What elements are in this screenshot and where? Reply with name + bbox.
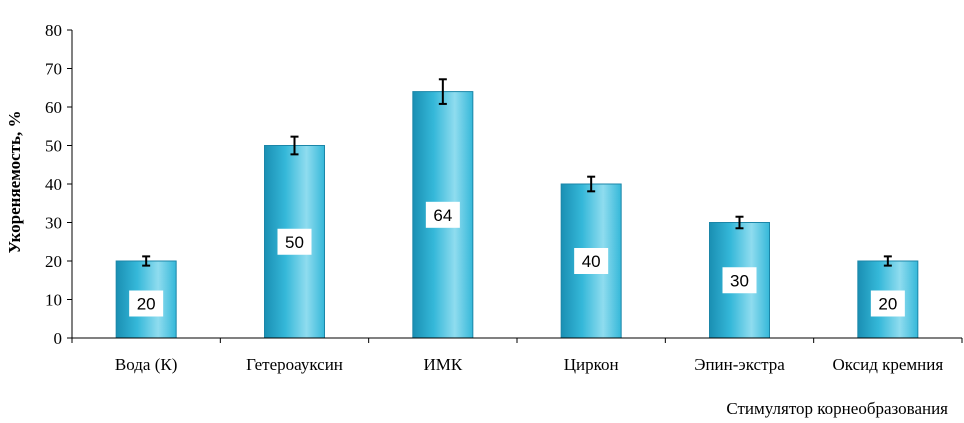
error-bar-4 [587, 175, 596, 193]
axes-group [67, 29, 963, 343]
x-axis-label: Стимулятор корнеобразования [726, 399, 948, 418]
x-tick-label-2: Гетероауксин [246, 355, 343, 374]
svg-text:20: 20 [878, 295, 897, 314]
data-label-1: 20 [129, 290, 164, 317]
data-label-3: 64 [425, 201, 460, 228]
y-tick-label-6: 60 [45, 98, 62, 117]
svg-text:20: 20 [137, 295, 156, 314]
svg-text:40: 40 [582, 252, 601, 271]
bars-group [115, 91, 919, 339]
data-labels-group: 20 50 64 40 30 20 [129, 201, 905, 317]
error-bar-5 [735, 215, 744, 230]
error-bars-group [142, 78, 892, 267]
y-ticks-group: 0 10 20 30 40 50 60 70 80 [45, 21, 62, 348]
y-axis-label: Укореняемость, % [5, 111, 24, 254]
svg-text:64: 64 [433, 206, 452, 225]
x-tick-label-1: Вода (К) [115, 355, 177, 374]
data-label-6: 20 [870, 290, 905, 317]
error-bar-1 [142, 255, 151, 267]
data-label-5: 30 [722, 267, 757, 294]
x-tick-label-5: Эпин-экстра [694, 355, 785, 374]
y-tick-label-4: 40 [45, 175, 62, 194]
y-tick-label-5: 50 [45, 137, 62, 156]
data-label-2: 50 [277, 228, 312, 255]
x-tick-label-3: ИМК [423, 355, 462, 374]
y-tick-label-7: 70 [45, 60, 62, 79]
error-bar-3 [438, 78, 447, 105]
x-tick-label-4: Циркон [564, 355, 619, 374]
y-tick-label-0: 0 [54, 329, 63, 348]
svg-text:30: 30 [730, 271, 749, 290]
y-tick-label-1: 10 [45, 291, 62, 310]
data-label-4: 40 [574, 248, 609, 274]
error-bar-2 [290, 135, 299, 156]
x-tick-label-6: Оксид кремния [832, 355, 943, 374]
x-ticks-group: Вода (К) Гетероауксин ИМК Циркон Эпин-экстра… [115, 355, 943, 374]
y-tick-label-3: 30 [45, 214, 62, 233]
svg-text:50: 50 [285, 233, 304, 252]
error-bar-6 [883, 255, 892, 267]
y-tick-label-2: 20 [45, 252, 62, 271]
y-tick-label-8: 80 [45, 21, 62, 40]
